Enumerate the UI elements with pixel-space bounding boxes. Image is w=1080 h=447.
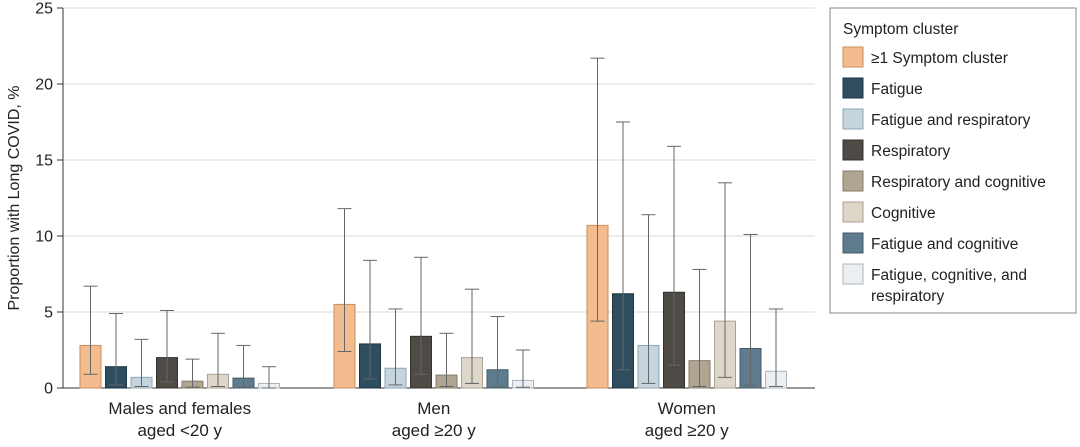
x-category-label: aged <20 y bbox=[137, 421, 222, 440]
legend-label: Respiratory and cognitive bbox=[871, 174, 1046, 191]
x-category-label: Males and females bbox=[108, 399, 251, 418]
legend-swatch bbox=[842, 263, 864, 285]
legend-label: Respiratory bbox=[871, 143, 950, 160]
legend-swatch bbox=[842, 170, 864, 192]
gridlines bbox=[63, 7, 815, 313]
bar-groups bbox=[79, 57, 787, 389]
x-category-label: aged ≥20 y bbox=[645, 421, 730, 440]
legend-swatch bbox=[842, 46, 864, 68]
legend-label: Fatigue bbox=[871, 81, 923, 98]
legend-swatch bbox=[842, 232, 864, 254]
legend-swatch bbox=[842, 139, 864, 161]
legend: Symptom cluster ≥1 Symptom cluster Fatigu… bbox=[829, 7, 1077, 314]
legend-swatch bbox=[842, 77, 864, 99]
y-tick-label: 15 bbox=[35, 153, 53, 170]
y-tick-label: 20 bbox=[35, 77, 53, 94]
legend-label: Cognitive bbox=[871, 205, 936, 222]
y-axis-title: Proportion with Long COVID, % bbox=[6, 86, 23, 311]
legend-box bbox=[829, 7, 1077, 314]
legend-label: Fatigue and respiratory bbox=[871, 112, 1031, 129]
y-tick-label: 25 bbox=[35, 1, 53, 18]
legend-swatch bbox=[842, 201, 864, 223]
y-tick-label: 0 bbox=[44, 381, 53, 398]
legend-label: Fatigue, cognitive, and bbox=[871, 267, 1027, 284]
x-category-label: Men bbox=[417, 399, 450, 418]
legend-label: respiratory bbox=[871, 288, 944, 305]
x-category-label: aged ≥20 y bbox=[392, 421, 477, 440]
legend-swatch bbox=[842, 108, 864, 130]
legend-label: ≥1 Symptom cluster bbox=[871, 50, 1008, 67]
x-category-label: Women bbox=[658, 399, 716, 418]
legend-title: Symptom cluster bbox=[843, 21, 958, 38]
legend-label: Fatigue and cognitive bbox=[871, 236, 1018, 253]
y-tick-label: 5 bbox=[44, 305, 53, 322]
x-axis-labels: Males and females aged <20 y Men aged ≥20 y… bbox=[108, 399, 729, 440]
y-tick-label: 10 bbox=[35, 229, 53, 246]
